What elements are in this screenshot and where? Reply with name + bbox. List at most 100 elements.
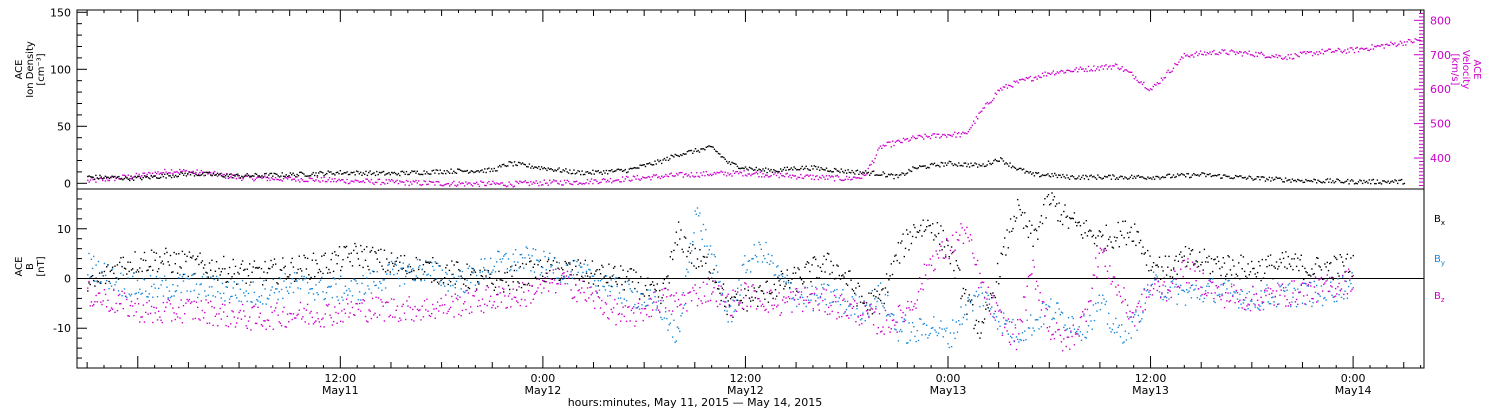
data-point	[544, 255, 546, 258]
data-point	[1027, 77, 1029, 80]
data-point	[804, 287, 806, 289]
data-point	[768, 292, 771, 295]
data-point	[395, 264, 397, 266]
data-point	[537, 287, 539, 289]
data-point	[478, 299, 480, 302]
data-point	[311, 259, 313, 261]
data-point	[607, 317, 609, 319]
data-point	[1043, 323, 1045, 325]
data-point	[1387, 180, 1389, 182]
data-point	[856, 308, 858, 310]
data-point	[1350, 282, 1352, 285]
data-point	[312, 323, 315, 325]
data-point	[1293, 180, 1295, 182]
data-point	[157, 171, 159, 173]
data-point	[1054, 205, 1057, 207]
data-point	[589, 286, 591, 289]
data-point	[117, 294, 120, 297]
data-point	[161, 280, 163, 282]
data-point	[250, 176, 252, 178]
data-point	[1051, 173, 1053, 175]
data-point	[1050, 298, 1052, 300]
data-point	[558, 268, 560, 270]
data-point	[303, 173, 305, 175]
data-point	[1091, 176, 1094, 178]
data-point	[897, 176, 899, 179]
data-point	[739, 171, 741, 173]
data-point	[382, 279, 384, 281]
data-point	[585, 272, 588, 274]
data-point	[521, 262, 524, 265]
data-point	[546, 275, 549, 278]
data-point	[366, 178, 369, 180]
data-point	[810, 293, 812, 295]
data-point	[155, 307, 158, 309]
data-point	[243, 292, 245, 294]
data-point	[798, 176, 801, 179]
data-point	[669, 295, 671, 297]
data-point	[1276, 56, 1279, 59]
data-point	[770, 168, 772, 171]
data-point	[655, 301, 657, 303]
data-point	[961, 323, 963, 325]
data-point	[335, 283, 337, 285]
data-point	[1017, 338, 1019, 341]
data-point	[979, 337, 981, 339]
data-point	[1110, 241, 1112, 243]
data-point	[812, 257, 814, 259]
data-point	[246, 268, 248, 270]
data-point	[696, 150, 698, 153]
data-point	[1043, 174, 1045, 177]
data-point	[879, 174, 882, 176]
data-point	[528, 184, 531, 187]
data-point	[238, 273, 240, 275]
data-point	[570, 274, 572, 276]
data-point	[815, 300, 817, 302]
data-point	[194, 317, 197, 320]
data-point	[205, 271, 207, 274]
data-point	[738, 304, 740, 306]
data-point	[341, 296, 343, 298]
data-point	[1391, 43, 1393, 45]
data-point	[380, 299, 382, 301]
data-point	[523, 283, 525, 286]
data-point	[1059, 314, 1061, 316]
data-point	[168, 175, 170, 177]
data-point	[590, 178, 593, 180]
data-point	[999, 325, 1001, 327]
data-point	[1352, 48, 1354, 51]
data-point	[674, 341, 676, 344]
data-point	[688, 261, 690, 263]
data-point	[903, 320, 905, 323]
data-point	[373, 281, 375, 283]
data-point	[737, 299, 739, 302]
data-point	[562, 269, 564, 271]
data-point	[1151, 283, 1154, 285]
data-point	[365, 178, 367, 180]
data-point	[625, 300, 628, 302]
data-point	[1319, 295, 1321, 297]
data-point	[265, 172, 267, 175]
data-point	[1185, 176, 1187, 178]
data-point	[829, 302, 831, 304]
data-point	[380, 172, 382, 174]
data-point	[638, 298, 641, 301]
data-point	[280, 325, 283, 327]
data-point	[297, 287, 299, 289]
data-point	[982, 305, 985, 307]
data-point	[893, 260, 895, 263]
data-point	[171, 295, 173, 297]
data-point	[1411, 42, 1414, 44]
data-point	[598, 182, 601, 184]
data-point	[666, 296, 668, 298]
data-point	[964, 162, 967, 164]
data-point	[813, 178, 815, 181]
data-point	[1106, 323, 1109, 325]
data-point	[113, 289, 115, 291]
data-point	[781, 170, 783, 172]
data-point	[1111, 328, 1113, 331]
data-point	[97, 178, 100, 180]
data-point	[611, 311, 614, 313]
data-point	[683, 236, 686, 238]
data-point	[1096, 245, 1098, 247]
